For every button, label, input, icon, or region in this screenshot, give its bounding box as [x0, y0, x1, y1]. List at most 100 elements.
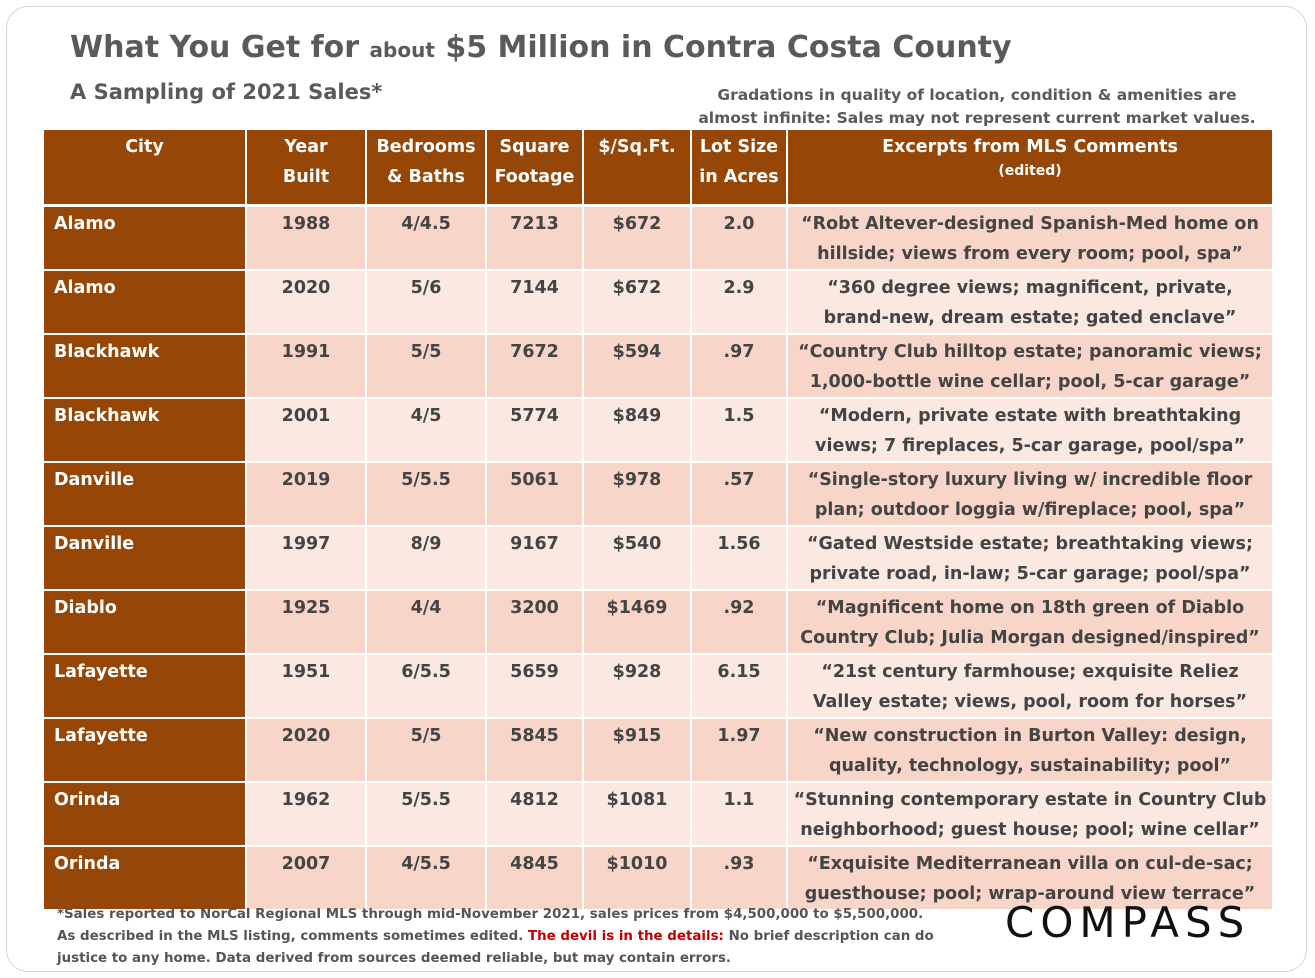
table-row: Alamo 2020 5/6 7144 $672 2.9 “360 degree views… [44, 269, 1272, 335]
mls-comment-cell: “21st century farmhouse; exquisite Relie… [787, 653, 1272, 719]
price-per-sqft-cell: $672 [583, 205, 692, 271]
beds-baths-cell: 6/5.5 [366, 653, 487, 719]
footnote: *Sales reported to NorCal Regional MLS t… [57, 907, 934, 966]
mls-comment-cell: “Robt Altever-designed Spanish-Med home … [787, 205, 1272, 271]
square-footage-cell: 7144 [486, 269, 584, 335]
lot-size-cell: 6.15 [691, 653, 788, 719]
column-header: $/Sq.Ft. [583, 130, 692, 207]
column-header: Year Built [246, 130, 367, 207]
table-row: Orinda 2007 4/5.5 4845 $1010.93 “Exquisite Me… [44, 845, 1272, 911]
mls-comment-cell: “360 degree views; magnificent, private,… [787, 269, 1272, 335]
square-footage-cell: 3200 [486, 589, 584, 655]
square-footage-cell: 5061 [486, 461, 584, 527]
year-built-cell: 2020 [246, 269, 367, 335]
beds-baths-cell: 5/5.5 [366, 461, 487, 527]
disclaimer-note: Gradations in quality of location, condi… [698, 86, 1256, 127]
city-cell: Blackhawk [44, 333, 247, 399]
mls-comment-cell: “Magnificent home on 18th green of Diabl… [787, 589, 1272, 655]
column-header: Lot Size in Acres [691, 130, 788, 207]
year-built-cell: 2019 [246, 461, 367, 527]
mls-comment-cell: “Exquisite Mediterranean villa on cul-de… [787, 845, 1272, 911]
beds-baths-cell: 4/5.5 [366, 845, 487, 911]
mls-comment-cell: “Modern, private estate with breathtakin… [787, 397, 1272, 463]
page-title: What You Get for about $5 Million in Con… [70, 30, 1012, 65]
page-subtitle: A Sampling of 2021 Sales* [70, 80, 383, 104]
price-per-sqft-cell: $672 [583, 269, 692, 335]
city-cell: Lafayette [44, 717, 247, 783]
year-built-cell: 2020 [246, 717, 367, 783]
table-row: Blackhawk 2001 4/5 5774 $849 1.5 “Modern, priv… [44, 397, 1272, 463]
price-per-sqft-cell: $540 [583, 525, 692, 591]
lot-size-cell: 1.1 [691, 781, 788, 847]
table-row: Lafayette 1951 6/5.5 5659 $928 6.15 “21st cent… [44, 653, 1272, 719]
beds-baths-cell: 4/4.5 [366, 205, 487, 271]
beds-baths-cell: 5/5.5 [366, 781, 487, 847]
price-per-sqft-cell: $978 [583, 461, 692, 527]
year-built-cell: 1925 [246, 589, 367, 655]
table-row: Lafayette 2020 5/5 5845 $915 1.97 “New constru… [44, 717, 1272, 783]
beds-baths-cell: 4/5 [366, 397, 487, 463]
year-built-cell: 1991 [246, 333, 367, 399]
table-row: Orinda 1962 5/5.5 4812 $1081 1.1 “Stunning con… [44, 781, 1272, 847]
price-per-sqft-cell: $1081 [583, 781, 692, 847]
compass-logo: COMPASS [1005, 898, 1251, 947]
mls-comment-cell: “Gated Westside estate; breathtaking vie… [787, 525, 1272, 591]
column-header: Square Footage [486, 130, 584, 207]
city-cell: Blackhawk [44, 397, 247, 463]
beds-baths-cell: 5/6 [366, 269, 487, 335]
city-cell: Orinda [44, 845, 247, 911]
column-header: Bedrooms & Baths [366, 130, 487, 207]
price-per-sqft-cell: $928 [583, 653, 692, 719]
beds-baths-cell: 4/4 [366, 589, 487, 655]
city-cell: Lafayette [44, 653, 247, 719]
square-footage-cell: 7213 [486, 205, 584, 271]
lot-size-cell: 1.5 [691, 397, 788, 463]
price-per-sqft-cell: $1469 [583, 589, 692, 655]
city-cell: Alamo [44, 205, 247, 271]
lot-size-cell: 2.9 [691, 269, 788, 335]
lot-size-cell: 1.97 [691, 717, 788, 783]
square-footage-cell: 9167 [486, 525, 584, 591]
lot-size-cell: .57 [691, 461, 788, 527]
column-header: Excerpts from MLS Comments (edited) [787, 130, 1272, 207]
sales-table: City Year Built Bedrooms & Baths Square Footag… [44, 130, 1272, 911]
mls-comment-cell: “New construction in Burton Valley: desi… [787, 717, 1272, 783]
column-header: City [44, 130, 247, 207]
mls-comment-cell: “Single-story luxury living w/ incredibl… [787, 461, 1272, 527]
city-cell: Danville [44, 461, 247, 527]
table-row: Danville 2019 5/5.5 5061 $978.57 “Single-stor… [44, 461, 1272, 527]
year-built-cell: 1988 [246, 205, 367, 271]
beds-baths-cell: 5/5 [366, 333, 487, 399]
price-per-sqft-cell: $915 [583, 717, 692, 783]
beds-baths-cell: 5/5 [366, 717, 487, 783]
city-cell: Orinda [44, 781, 247, 847]
year-built-cell: 1997 [246, 525, 367, 591]
lot-size-cell: 2.0 [691, 205, 788, 271]
price-per-sqft-cell: $594 [583, 333, 692, 399]
square-footage-cell: 4845 [486, 845, 584, 911]
table-header-row: City Year Built Bedrooms & Baths Square Footag… [44, 130, 1272, 207]
year-built-cell: 1962 [246, 781, 367, 847]
lot-size-cell: .92 [691, 589, 788, 655]
title-about: about [369, 38, 435, 62]
square-footage-cell: 5845 [486, 717, 584, 783]
price-per-sqft-cell: $849 [583, 397, 692, 463]
table-row: Diablo 1925 4/4 3200 $1469.92 “Magnificent ho… [44, 589, 1272, 655]
beds-baths-cell: 8/9 [366, 525, 487, 591]
table-row: Danville 1997 8/9 9167 $540 1.56 “Gated Westsi… [44, 525, 1272, 591]
square-footage-cell: 5659 [486, 653, 584, 719]
lot-size-cell: 1.56 [691, 525, 788, 591]
lot-size-cell: .93 [691, 845, 788, 911]
city-cell: Diablo [44, 589, 247, 655]
price-per-sqft-cell: $1010 [583, 845, 692, 911]
lot-size-cell: .97 [691, 333, 788, 399]
year-built-cell: 2001 [246, 397, 367, 463]
table-body: Alamo 1988 4/4.5 7213 $672 2.0 “Robt Altever-d… [44, 205, 1272, 911]
square-footage-cell: 7672 [486, 333, 584, 399]
table-row: Blackhawk 1991 5/5 7672 $594.97 “Country Club… [44, 333, 1272, 399]
footnote-emphasis: The devil is in the details: [527, 929, 724, 944]
year-built-cell: 2007 [246, 845, 367, 911]
city-cell: Alamo [44, 269, 247, 335]
table-row: Alamo 1988 4/4.5 7213 $672 2.0 “Robt Altever-d… [44, 205, 1272, 271]
mls-comment-cell: “Stunning contemporary estate in Country… [787, 781, 1272, 847]
